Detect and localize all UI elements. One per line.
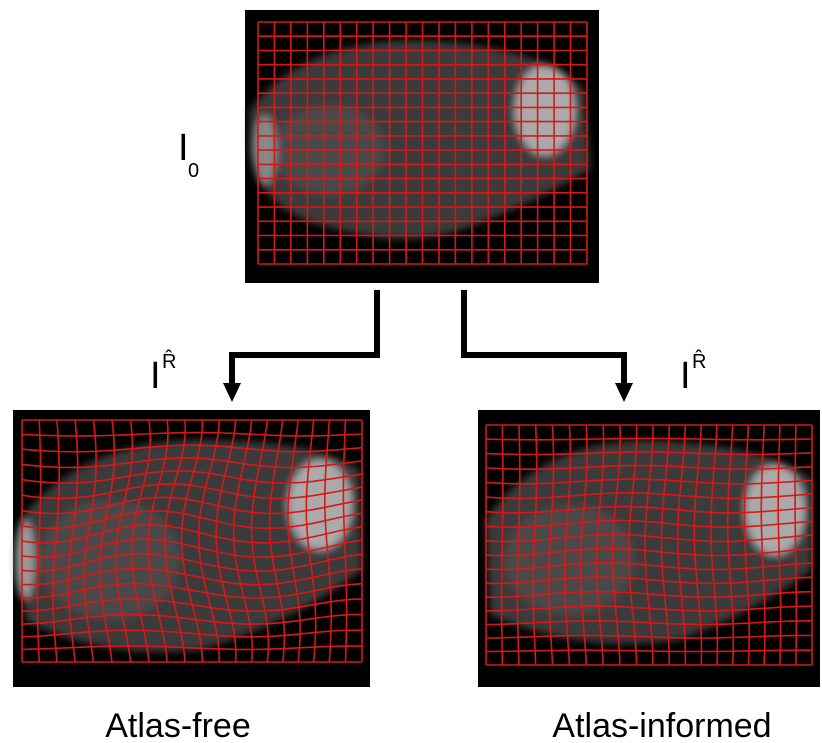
right-panel	[478, 410, 820, 687]
label: I	[680, 355, 691, 397]
subscript: 0	[188, 160, 199, 182]
arrowhead	[223, 383, 241, 402]
caption: Atlas-free	[105, 707, 251, 743]
caption: Atlas-informed	[552, 707, 771, 743]
page: I 0 I R̂ I R̂ Atlas-free Atlas-informed …	[0, 0, 822, 743]
figure: I 0 I R̂ I R̂ Atlas-free Atlas-informed	[0, 0, 822, 743]
superscript: R̂	[692, 350, 706, 373]
grid-line	[486, 650, 812, 651]
arrow-left	[232, 290, 377, 385]
label: I	[150, 355, 161, 397]
left-panel	[13, 410, 370, 687]
top-panel	[245, 10, 599, 283]
arrows	[232, 290, 624, 385]
label: I	[178, 127, 189, 169]
arrowhead	[615, 383, 633, 402]
arrow-right	[464, 290, 624, 385]
grid	[258, 22, 587, 264]
superscript: R̂	[162, 350, 176, 373]
